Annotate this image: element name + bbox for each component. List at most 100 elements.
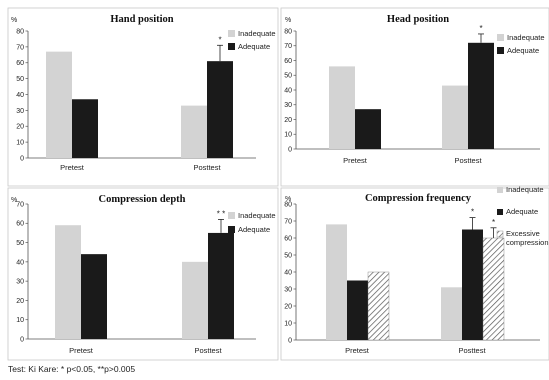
chart-title: Head position (387, 14, 449, 25)
y-tick-label: 60 (284, 235, 292, 242)
x-category-label: Pretest (60, 163, 85, 172)
legend-swatch (228, 212, 235, 219)
significance-marker: * * (217, 209, 225, 218)
y-tick-label: 70 (16, 44, 24, 51)
bar-inadequate-pretest (46, 51, 72, 159)
y-tick-label: 50 (16, 240, 24, 247)
bar-adequate-pretest (347, 280, 368, 340)
y-tick-label: 80 (16, 28, 24, 35)
y-tick-label: 60 (284, 58, 292, 65)
chart-frame (7, 7, 279, 187)
x-category-label: Posttest (193, 163, 221, 172)
y-tick-label: 0 (20, 155, 24, 162)
bar-inadequate-posttest (441, 287, 462, 340)
bar-inadequate-pretest (55, 225, 81, 339)
y-tick-label: 40 (284, 87, 292, 94)
chart-1: Hand position% 0 10 20 30 40 50 60 70 80 Pretest Po… (7, 7, 279, 187)
chart-frame (280, 7, 549, 187)
legend-label: Inadequate (238, 211, 276, 220)
chart-2: Head position% 0 10 20 30 40 50 60 70 80 Pretest Po… (280, 7, 549, 187)
significance-marker: * (492, 218, 495, 227)
bar-adequate-posttest (468, 42, 494, 149)
legend-swatch (496, 230, 504, 238)
bar-inadequate-pretest (329, 66, 355, 149)
legend-swatch (497, 34, 504, 41)
y-tick-label: 40 (16, 92, 24, 99)
bar-adequate-pretest (355, 109, 381, 149)
legend-label: Adequate (238, 225, 270, 234)
bar-adequate-posttest (462, 229, 483, 340)
y-tick-label: 10 (16, 140, 24, 147)
significance-marker: * (218, 35, 221, 44)
chart-title: Hand position (110, 14, 173, 25)
chart-4: Compression frequency% 0 10 20 30 40 50 60 70 80 P… (280, 185, 549, 361)
chart-title: Compression depth (98, 194, 185, 205)
x-category-label: Pretest (345, 346, 370, 355)
y-tick-label: 20 (16, 124, 24, 131)
legend-label: Adequate (507, 46, 539, 55)
bar-adequate-pretest (72, 99, 98, 158)
chart-frame (280, 187, 549, 361)
legend-swatch (228, 30, 235, 37)
y-axis-unit: % (11, 197, 17, 204)
chart-frame (7, 187, 279, 361)
x-category-label: Pretest (69, 346, 94, 355)
chart-3: Compression depth% 0 10 20 30 40 50 60 70 Pretest… (7, 187, 279, 361)
y-tick-label: 10 (284, 320, 292, 327)
legend-swatch (228, 43, 235, 50)
y-axis-unit: % (285, 17, 291, 24)
x-category-label: Posttest (194, 346, 222, 355)
bar-adequate-posttest (208, 232, 234, 339)
y-tick-label: 20 (284, 117, 292, 124)
y-tick-label: 30 (284, 286, 292, 293)
y-tick-label: 60 (16, 60, 24, 67)
y-tick-label: 10 (16, 317, 24, 324)
y-tick-label: 60 (16, 221, 24, 228)
y-tick-label: 0 (288, 337, 292, 344)
legend-label: Adequate (238, 42, 270, 51)
y-tick-label: 80 (284, 201, 292, 208)
legend-swatch (228, 226, 235, 233)
y-tick-label: 0 (20, 336, 24, 343)
legend-swatch (497, 187, 503, 193)
significance-marker: * (479, 24, 482, 33)
x-category-label: Posttest (458, 346, 486, 355)
y-tick-label: 10 (284, 132, 292, 139)
y-tick-label: 80 (284, 28, 292, 35)
legend-label: Adequate (506, 207, 538, 216)
y-tick-label: 30 (16, 279, 24, 286)
bar-adequate-posttest (207, 61, 233, 158)
bar-inadequate-posttest (181, 105, 207, 158)
legend-label: Excessive (506, 229, 540, 238)
y-axis-unit: % (11, 17, 17, 24)
legend-label: Inadequate (238, 29, 276, 38)
y-tick-label: 70 (284, 43, 292, 50)
y-tick-label: 20 (284, 303, 292, 310)
x-category-label: Posttest (454, 156, 482, 165)
y-tick-label: 30 (284, 102, 292, 109)
y-tick-label: 50 (284, 252, 292, 259)
y-axis-unit: % (285, 196, 291, 203)
bar-excessive-compression-pretest (367, 271, 390, 341)
bar-inadequate-posttest (182, 261, 208, 339)
legend-label-line2: compression (506, 238, 549, 247)
legend-label: Inadequate (507, 33, 545, 42)
bar-adequate-pretest (81, 254, 107, 339)
significance-marker: * (471, 208, 474, 217)
y-tick-label: 50 (284, 73, 292, 80)
bar-inadequate-posttest (442, 85, 468, 149)
chart-title: Compression frequency (365, 193, 472, 204)
legend-swatch (497, 47, 504, 54)
y-tick-label: 40 (16, 259, 24, 266)
footnote: Test: Ki Kare: * p<0.05, **p>0.005 (8, 364, 136, 374)
y-tick-label: 50 (16, 76, 24, 83)
legend-swatch (497, 209, 503, 215)
y-tick-label: 0 (288, 146, 292, 153)
legend-label: Inadequate (506, 185, 544, 194)
bar-inadequate-pretest (326, 224, 347, 340)
y-tick-label: 20 (16, 298, 24, 305)
bar-excessive-compression-posttest (482, 237, 505, 341)
x-category-label: Pretest (343, 156, 368, 165)
y-tick-label: 30 (16, 108, 24, 115)
